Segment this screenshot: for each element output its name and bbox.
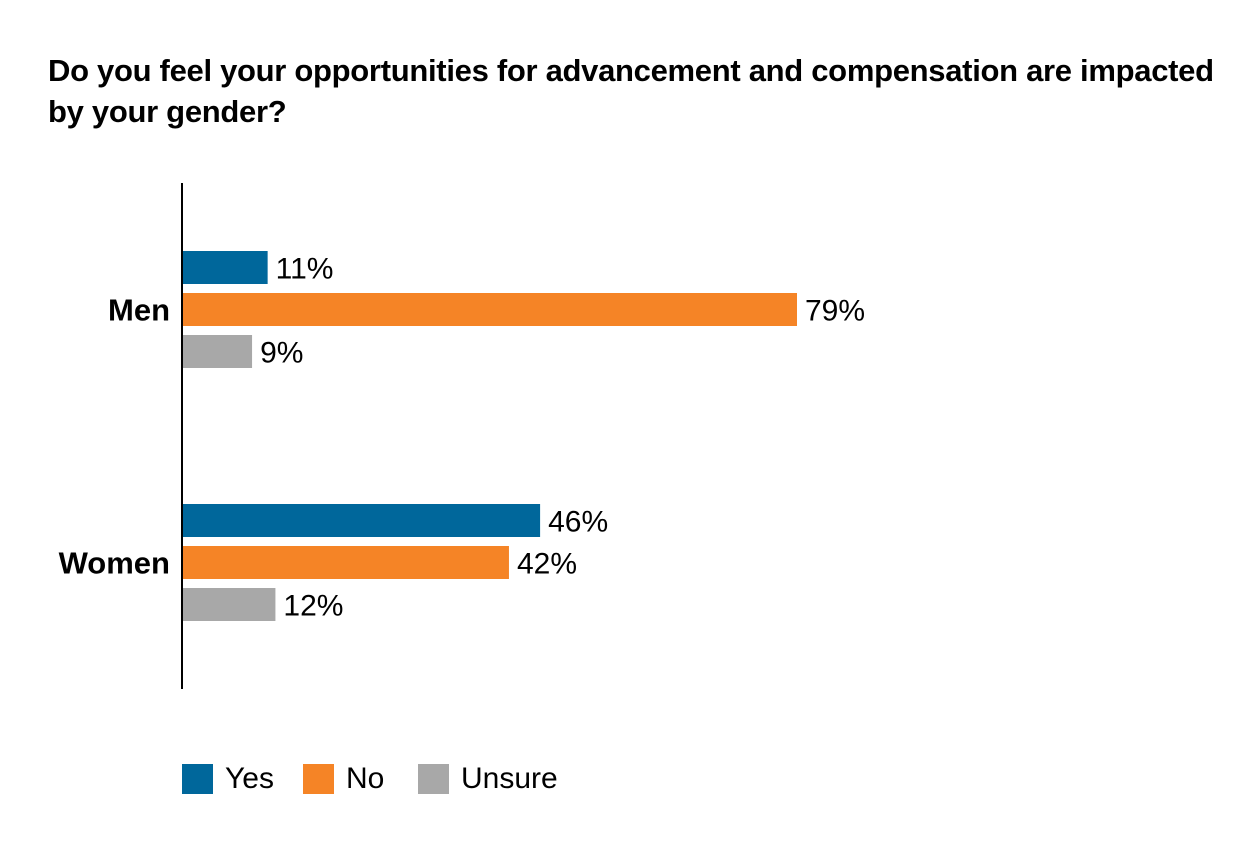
bar-men-yes bbox=[183, 251, 268, 284]
bar-men-no bbox=[183, 293, 797, 326]
bar-men-unsure bbox=[183, 335, 253, 368]
legend-swatch-no bbox=[303, 764, 334, 794]
legend-swatch-yes bbox=[182, 764, 213, 794]
bar-women-yes bbox=[183, 504, 541, 537]
legend-item-unsure: Unsure bbox=[418, 762, 558, 796]
chart-title: Do you feel your opportunities for advan… bbox=[48, 53, 1214, 129]
data-label-men-unsure: 9% bbox=[260, 337, 303, 370]
bar-women-unsure bbox=[183, 588, 276, 621]
legend-label-unsure: Unsure bbox=[461, 762, 558, 795]
bar-women-no bbox=[183, 546, 509, 579]
data-label-women-no: 42% bbox=[517, 548, 577, 581]
legend-item-no: No bbox=[303, 762, 384, 796]
legend-item-yes: Yes bbox=[182, 762, 274, 796]
category-label-women: Women bbox=[59, 546, 170, 581]
data-label-women-yes: 46% bbox=[548, 506, 608, 539]
data-label-women-unsure: 12% bbox=[283, 590, 343, 623]
data-label-men-no: 79% bbox=[805, 295, 865, 328]
legend-swatch-unsure bbox=[418, 764, 449, 794]
legend-label-no: No bbox=[346, 762, 385, 795]
legend-label-yes: Yes bbox=[225, 762, 274, 795]
category-label-men: Men bbox=[108, 293, 170, 328]
data-label-men-yes: 11% bbox=[276, 253, 334, 286]
